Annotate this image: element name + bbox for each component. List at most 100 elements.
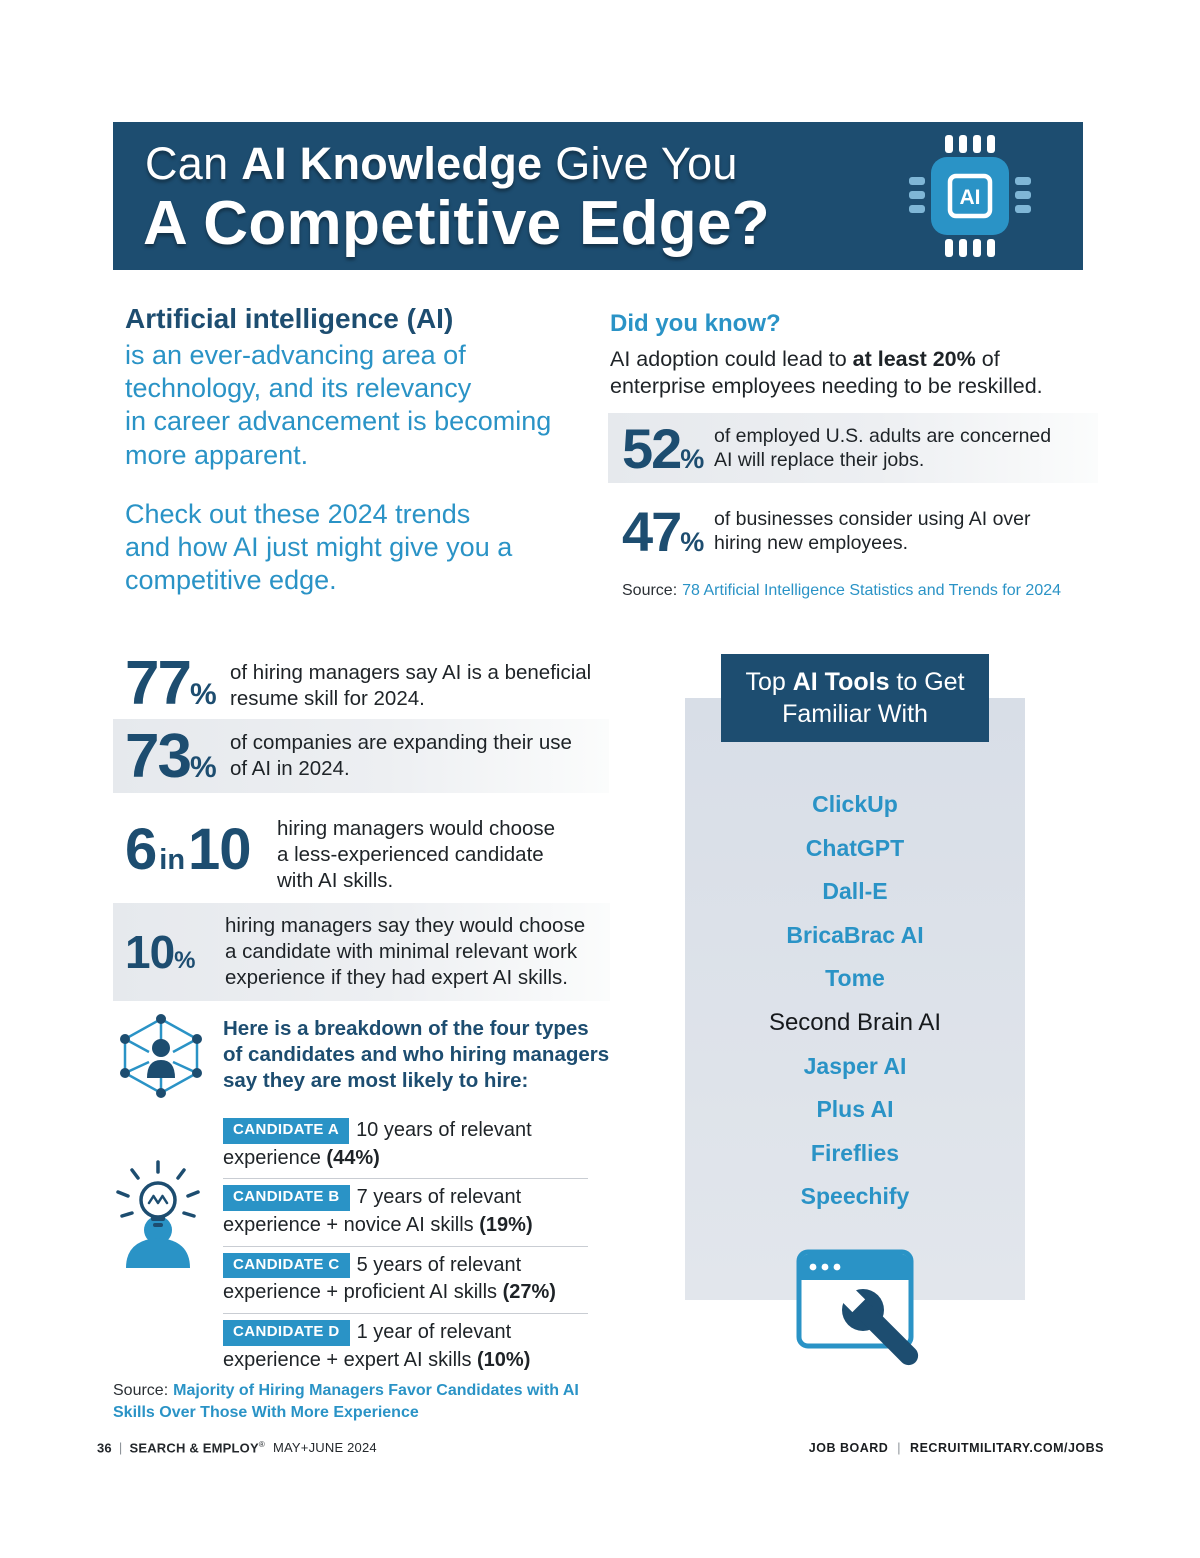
source-citation-left: Source: Majority of Hiring Managers Favor… [113, 1380, 603, 1423]
percent-sign: % [189, 678, 217, 711]
stat-number: 47 [622, 499, 682, 563]
candidates-list: CANDIDATE A 10 years of relevant experien… [223, 1112, 588, 1381]
footer-left: 36 | SEARCH & EMPLOY® MAY+JUNE 2024 [97, 1440, 377, 1455]
stat-number: 10 [125, 926, 175, 978]
banner-title-line1-pre: Can [145, 138, 242, 189]
panel-title-post: to Get [889, 668, 965, 696]
stat-10-percent: 10% hiring managers say they would choos… [113, 903, 610, 1001]
tool-fireflies: Fireflies [810, 1139, 900, 1166]
stat-number: 6 [125, 817, 157, 882]
candidate-b-badge: CANDIDATE B [223, 1185, 350, 1211]
candidate-d-text: 1 year of relevant experience + expert A… [223, 1321, 512, 1371]
source-label: Source: [622, 582, 678, 599]
lead-bold: at least 20% [852, 347, 976, 371]
stat-10-value: 10% [125, 925, 225, 979]
breakdown-intro: Here is a breakdown of the four types of… [223, 1017, 610, 1093]
stat-73-text: of companies are expanding their use of … [230, 730, 572, 780]
tool-bricabrac-ai: BricaBrac AI [786, 921, 924, 948]
lightbulb-head-icon [106, 1158, 210, 1275]
registered-mark: ® [258, 1440, 265, 1449]
percent-sign: % [174, 947, 196, 974]
tool-second-brain-ai: Second Brain AI [768, 1008, 942, 1036]
stat-73-percent: 73% of companies are expanding their use… [113, 719, 609, 793]
stat-number: 77 [125, 649, 192, 718]
stat-number: 52 [622, 416, 682, 480]
candidate-b-percent: (19%) [479, 1213, 533, 1236]
lead-post: of enterprise employees needing to be re… [610, 347, 1043, 399]
person-network-icon [114, 1012, 208, 1105]
footer-right: JOB BOARD | RECRUITMILITARY.COM/JOBS [809, 1441, 1104, 1455]
stat-52-text: of employed U.S. adults are concerned AI… [714, 424, 1052, 471]
tool-chatgpt: ChatGPT [805, 834, 905, 861]
footer-separator: | [897, 1441, 902, 1455]
candidate-b-text: 7 years of relevant experience + novice … [223, 1186, 522, 1236]
banner-title-line2: A Competitive Edge? [143, 189, 770, 258]
recruitmilitary-url[interactable]: RECRUITMILITARY.COM/JOBS [910, 1441, 1104, 1455]
panel-title-line1: Top AI Tools to Get [721, 667, 989, 699]
stat-6-in-10-value: 6 in10 [125, 812, 277, 894]
panel-title-bold: AI Tools [792, 668, 890, 696]
candidate-a-text: 10 years of relevant experience [223, 1119, 532, 1169]
stat-73-value: 73% [125, 721, 230, 792]
ai-tools-panel-header: Top AI Tools to Get Familiar With [721, 654, 989, 742]
source-link[interactable]: 78 Artificial Intelligence Statistics an… [682, 582, 1062, 599]
tool-tome: Tome [825, 965, 885, 992]
candidate-d-percent: (10%) [477, 1348, 531, 1371]
lead-pre: AI adoption could lead to [610, 347, 853, 371]
candidate-a-row: CANDIDATE A 10 years of relevant experien… [223, 1112, 588, 1178]
did-you-know-lead: AI adoption could lead to at least 20% o… [610, 346, 1100, 400]
tool-plus-ai: Plus AI [816, 1096, 894, 1123]
percent-sign: % [680, 443, 705, 474]
stat-10-text: hiring managers say they would choose a … [225, 913, 586, 990]
tool-dall-e: Dall-E [822, 878, 888, 905]
did-you-know-section: Did you know? AI adoption could lead to … [610, 310, 1100, 400]
stat-number: 73 [125, 721, 192, 791]
source-link[interactable]: Majority of Hiring Managers Favor Candid… [113, 1382, 579, 1421]
stat-47-value: 47% [608, 499, 714, 564]
candidate-a-badge: CANDIDATE A [223, 1118, 350, 1144]
source-label: Source: [113, 1382, 169, 1399]
stat-77-text: of hiring managers say AI is a beneficia… [230, 661, 592, 711]
banner-title-line1: Can AI Knowledge Give You [145, 138, 738, 190]
stat-52-value: 52% [608, 416, 714, 481]
stat-47-percent: 47% of businesses consider using AI over… [608, 496, 1098, 566]
chip-label: AI [960, 186, 981, 209]
stat-77-value: 77% [125, 648, 230, 719]
ai-tools-list: ClickUp ChatGPT Dall-E BricaBrac AI Tome… [685, 783, 1025, 1219]
page-number: 36 [97, 1440, 112, 1456]
stat-6-in-10: 6 in10 hiring managers would choose a les… [125, 812, 582, 894]
candidate-c-badge: CANDIDATE C [223, 1252, 350, 1279]
source-citation-right: Source: 78 Artificial Intelligence Statis… [622, 580, 1102, 602]
tool-clickup: ClickUp [812, 791, 898, 817]
stat-77-percent: 77% of hiring managers say AI is a benef… [125, 648, 625, 719]
intro-paragraph-2: Check out these 2024 trends and how AI j… [125, 498, 513, 596]
did-you-know-heading: Did you know? [610, 310, 781, 337]
banner-title-line1-bold: AI Knowledge [241, 138, 543, 189]
percent-sign: % [680, 526, 705, 557]
ai-tools-panel [685, 698, 1025, 1300]
tool-jasper-ai: Jasper AI [803, 1052, 907, 1079]
candidate-c-text: 5 years of relevant experience + profici… [223, 1253, 522, 1304]
candidate-d-badge: CANDIDATE D [223, 1320, 350, 1346]
intro-paragraph-1: is an ever-advancing area of technology,… [125, 340, 552, 470]
issue-date: MAY+JUNE 2024 [272, 1440, 377, 1456]
stat-52-percent: 52% of employed U.S. adults are concerne… [608, 413, 1098, 483]
ai-chip-icon: AI [905, 131, 1035, 261]
stat-in-label: in [159, 844, 186, 876]
tool-speechify: Speechify [800, 1183, 910, 1210]
intro-section: Artificial intelligence (AI) is an ever-… [125, 303, 605, 597]
candidate-a-percent: (44%) [326, 1146, 380, 1169]
percent-sign: % [189, 750, 217, 784]
banner-title-line1-post: Give You [542, 138, 738, 189]
panel-title-line2: Familiar With [782, 699, 928, 728]
panel-title-pre: Top [745, 668, 793, 696]
stat-6-in-10-text: hiring managers would choose a less-expe… [277, 817, 556, 893]
header-banner: Can AI Knowledge Give You A Competitive … [113, 122, 1083, 270]
browser-wrench-icon [793, 1246, 943, 1386]
candidate-c-percent: (27%) [502, 1281, 556, 1304]
stat-number: 10 [188, 817, 252, 882]
